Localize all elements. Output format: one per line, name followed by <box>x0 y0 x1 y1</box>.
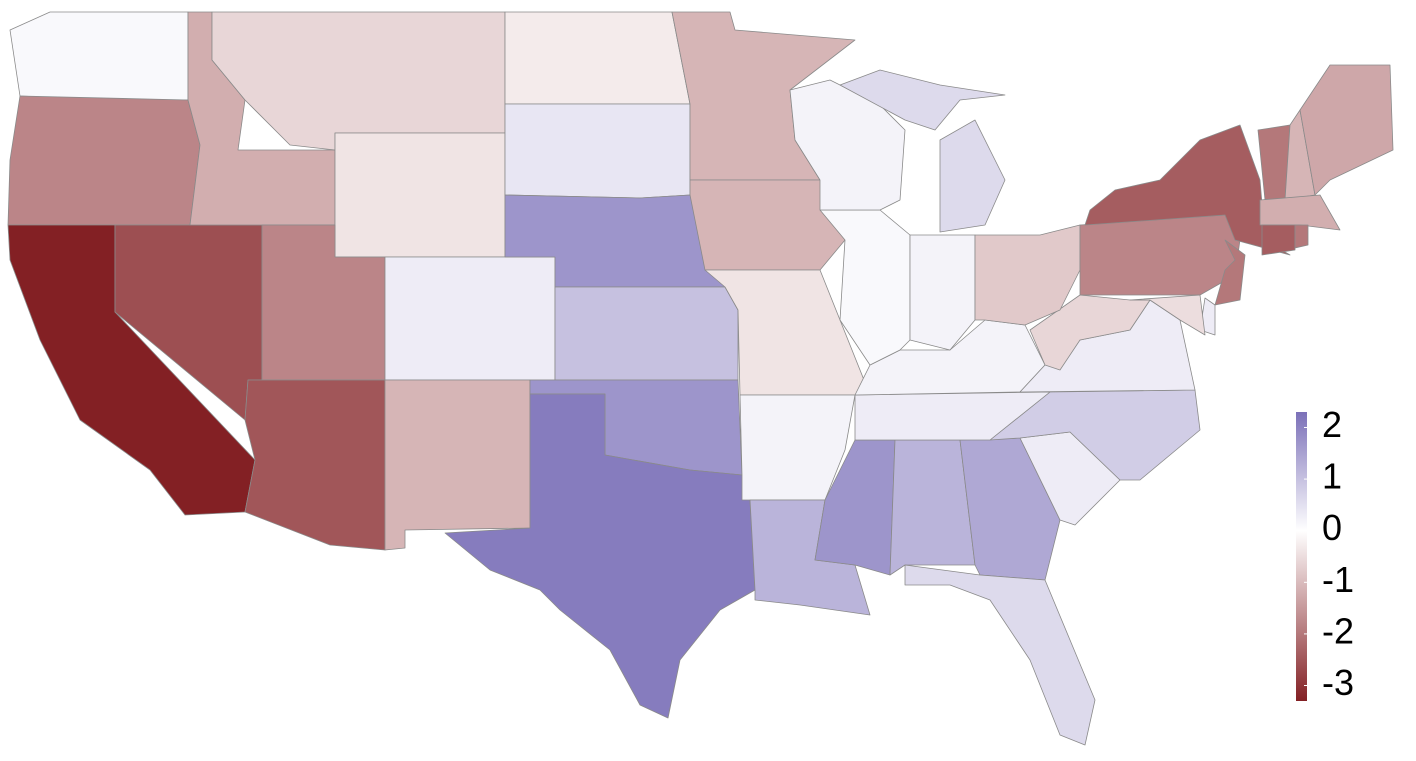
state <box>384 379 531 551</box>
state <box>554 286 739 381</box>
state <box>1079 214 1241 296</box>
state <box>334 132 506 258</box>
state <box>1299 64 1394 196</box>
tick-label: -3 <box>1322 662 1354 703</box>
state <box>504 11 691 105</box>
state <box>939 119 1006 233</box>
state <box>1214 239 1246 306</box>
tick-label: 1 <box>1322 456 1342 497</box>
color-bar <box>1296 412 1307 701</box>
state <box>974 224 1081 326</box>
tick-label: -2 <box>1322 610 1354 651</box>
state <box>9 11 189 101</box>
state <box>1259 194 1341 231</box>
states <box>7 11 1394 746</box>
state <box>1261 224 1296 256</box>
tick-label: 0 <box>1322 507 1342 548</box>
state <box>1029 294 1151 371</box>
state <box>819 209 911 366</box>
state <box>1294 224 1309 249</box>
tick-label: 2 <box>1322 404 1342 445</box>
state <box>1257 124 1291 201</box>
state <box>839 69 1006 131</box>
state <box>444 393 756 719</box>
state <box>7 95 201 226</box>
state <box>904 564 1096 746</box>
tick-label: -1 <box>1322 559 1354 600</box>
state <box>1129 294 1206 336</box>
state <box>244 379 386 551</box>
state <box>211 11 506 151</box>
state <box>384 256 556 381</box>
state <box>504 103 691 199</box>
legend: -3 -2 -1 0 1 2 <box>1296 404 1354 703</box>
state <box>909 234 976 351</box>
